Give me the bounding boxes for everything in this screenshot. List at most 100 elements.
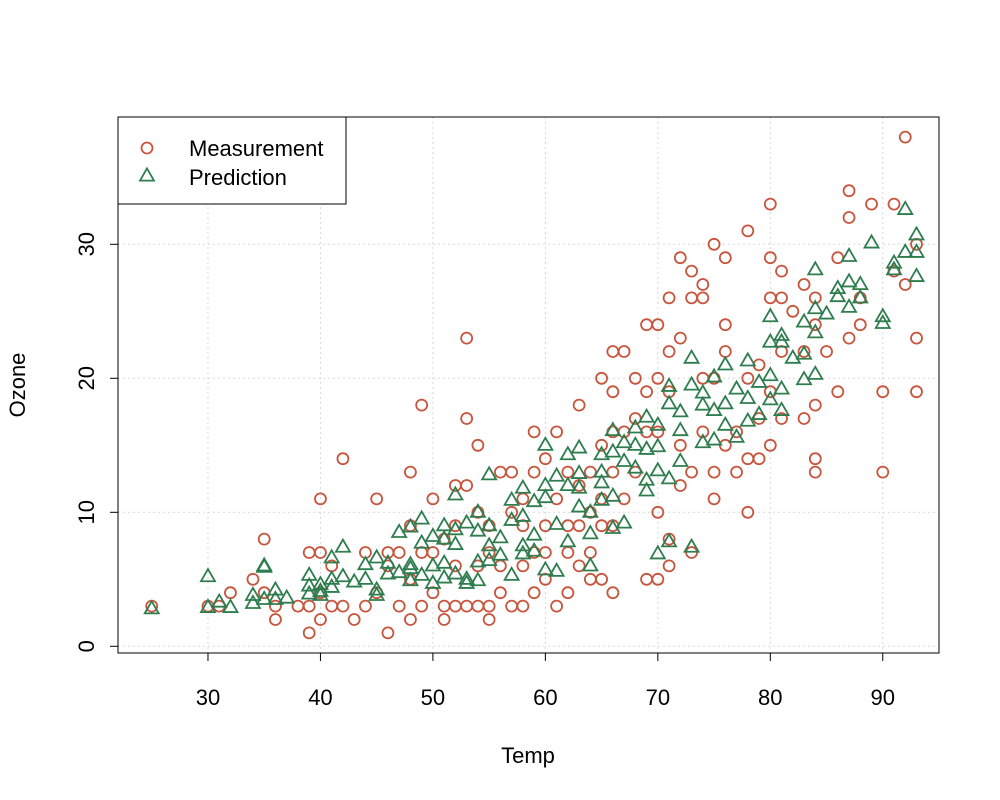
prediction-point	[278, 588, 296, 604]
measurement-point	[696, 425, 710, 439]
measurement-point	[370, 492, 384, 506]
prediction-point	[604, 421, 622, 437]
measurement-point	[898, 278, 912, 291]
measurement-point	[651, 371, 665, 385]
prediction-point	[480, 465, 498, 481]
prediction-point	[649, 461, 667, 477]
x-tick-label: 30	[196, 685, 220, 710]
measurement-point	[730, 465, 743, 479]
measurement-point	[718, 318, 732, 332]
measurement-point	[898, 130, 912, 144]
prediction-point	[536, 476, 554, 492]
prediction-point	[458, 569, 476, 585]
prediction-point	[626, 435, 644, 451]
measurement-point	[887, 197, 901, 211]
measurement-point	[595, 371, 609, 385]
measurement-point	[516, 492, 530, 506]
measurement-point	[561, 465, 575, 479]
prediction-point	[221, 598, 240, 613]
prediction-point	[458, 513, 476, 529]
measurement-point	[673, 251, 687, 265]
measurement-point	[606, 586, 620, 600]
measurement-point	[741, 452, 755, 466]
measurement-point	[516, 599, 530, 613]
measurement-point	[865, 197, 878, 211]
measurement-point	[797, 278, 811, 291]
measurement-point	[336, 452, 350, 466]
y-axis-label: Ozone	[5, 353, 30, 418]
measurement-point	[460, 479, 474, 492]
prediction-point	[323, 569, 341, 585]
measurement-point	[448, 599, 462, 613]
prediction-point	[435, 553, 453, 569]
prediction-point	[356, 569, 374, 585]
prediction-point	[244, 594, 262, 609]
prediction-point	[772, 401, 791, 416]
prediction-point	[716, 415, 734, 431]
prediction-point	[907, 243, 926, 258]
x-tick-label: 90	[871, 685, 895, 710]
prediction-point	[649, 415, 667, 431]
measurement-point	[381, 626, 395, 640]
prediction-point	[638, 407, 656, 423]
prediction-point	[536, 488, 554, 504]
measurement-point	[460, 412, 474, 425]
y-tick-label: 10	[74, 500, 99, 524]
prediction-point	[525, 541, 543, 557]
prediction-point	[300, 584, 318, 600]
prediction-point	[615, 513, 633, 529]
measurement-point	[617, 345, 631, 358]
measurement-point	[842, 184, 856, 198]
measurement-point	[269, 599, 282, 613]
prediction-point	[480, 516, 498, 532]
y-tick-label: 0	[74, 640, 99, 652]
measurement-point	[415, 599, 429, 613]
measurement-point	[640, 318, 653, 332]
prediction-point	[593, 445, 611, 461]
measurement-point	[696, 291, 710, 305]
prediction-point	[368, 580, 386, 596]
prediction-point	[604, 486, 622, 502]
prediction-point	[435, 568, 453, 584]
measurement-point	[673, 331, 687, 345]
measurement-point	[482, 613, 496, 626]
prediction-point	[874, 307, 892, 323]
prediction-point	[581, 556, 599, 572]
prediction-point	[604, 519, 622, 534]
measurement-point	[527, 465, 541, 479]
measurement-point	[707, 237, 721, 251]
prediction-point	[311, 586, 329, 601]
prediction-point	[536, 560, 554, 576]
prediction-point	[840, 297, 858, 313]
measurement-point	[224, 586, 237, 600]
prediction-point	[761, 390, 779, 406]
data-points	[143, 130, 926, 640]
measurement-point	[314, 613, 327, 626]
legend-label-measurement: Measurement	[189, 136, 324, 161]
prediction-point	[649, 437, 667, 453]
measurement-point	[853, 318, 867, 332]
prediction-point	[401, 571, 419, 587]
prediction-point	[761, 366, 779, 382]
prediction-point	[817, 304, 836, 320]
measurement-point	[572, 398, 586, 412]
x-tick-label: 60	[533, 685, 557, 710]
prediction-point	[300, 576, 318, 592]
measurement-point	[493, 465, 507, 479]
prediction-point	[446, 535, 464, 550]
prediction-point	[694, 433, 712, 449]
prediction-point	[413, 509, 431, 525]
prediction-point	[626, 418, 644, 434]
measurement-point	[561, 546, 575, 559]
prediction-point	[896, 200, 914, 215]
prediction-point	[862, 233, 881, 249]
prediction-point	[772, 332, 791, 348]
prediction-point	[446, 485, 464, 501]
prediction-point	[514, 507, 532, 522]
prediction-point	[570, 478, 588, 494]
prediction-point	[570, 464, 588, 479]
measurement-point	[572, 519, 586, 533]
prediction-point	[491, 545, 509, 561]
measurement-point	[325, 599, 339, 613]
measurement-point	[460, 331, 474, 345]
